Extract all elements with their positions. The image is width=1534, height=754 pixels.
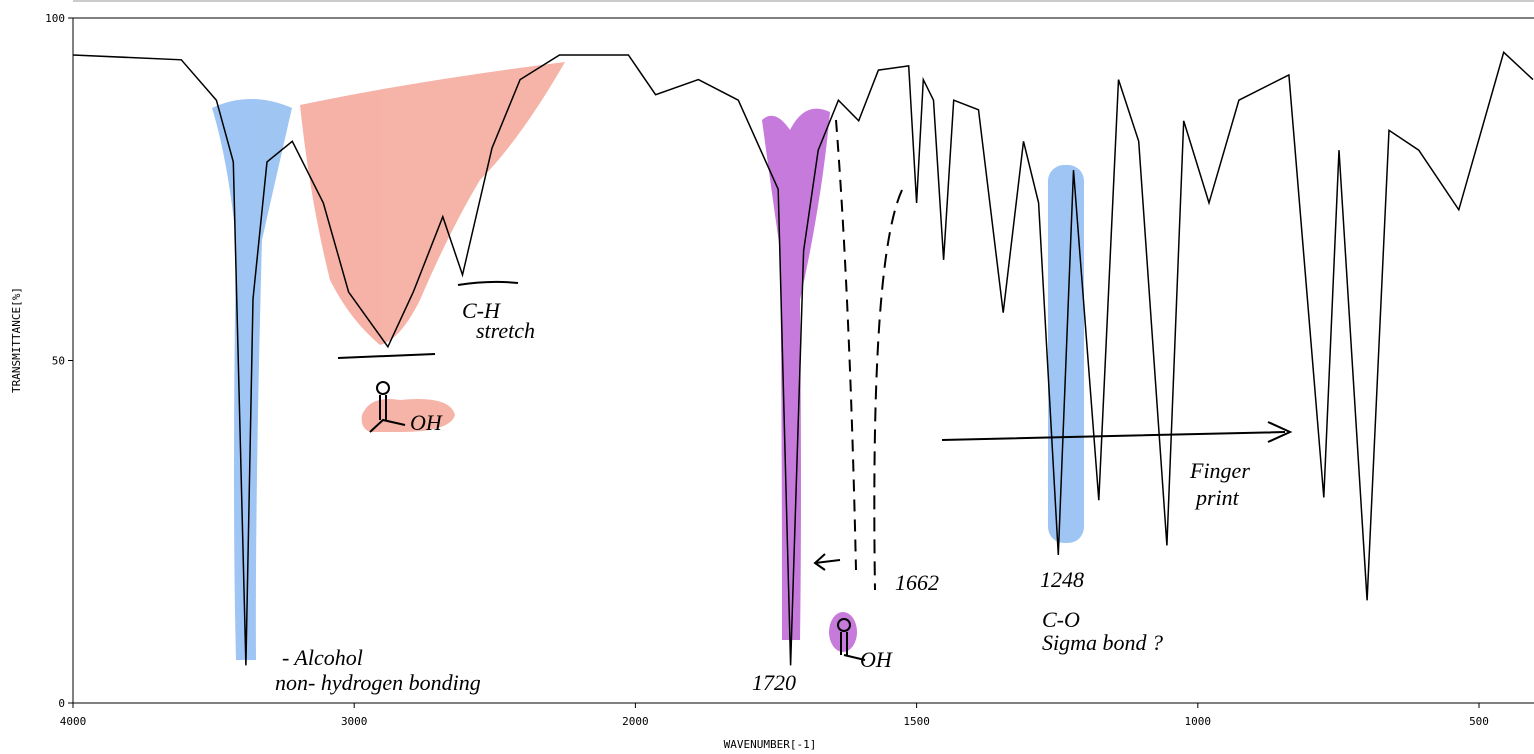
underline xyxy=(457,280,519,286)
annotation: stretch xyxy=(476,318,535,343)
annotation: 1248 xyxy=(1040,567,1084,592)
hand-drawings xyxy=(337,119,1293,661)
y-tick-label: 0 xyxy=(58,697,65,710)
carbonyl-o xyxy=(376,381,390,395)
fingerprint-arrow xyxy=(941,421,1293,443)
spectrum-line xyxy=(72,50,1534,666)
underline xyxy=(337,353,436,359)
y-tick-label: 50 xyxy=(52,355,65,368)
x-tick-label: 2000 xyxy=(622,715,649,728)
x-tick-label: 1000 xyxy=(1185,715,1212,728)
annotation: OH xyxy=(860,647,893,672)
carboxyl-drawing xyxy=(840,632,866,661)
y-axis-label: TRANSMITTANCE[%] xyxy=(10,287,23,393)
annotation: - Alcohol xyxy=(282,645,363,670)
x-axis-label: WAVENUMBER[-1] xyxy=(724,738,817,751)
carbonyl-o xyxy=(837,618,851,632)
dashed-line xyxy=(835,119,857,571)
purple-highlight-small xyxy=(829,612,857,652)
dashed-line xyxy=(873,189,903,591)
annotation: OH xyxy=(410,410,443,435)
annotation: print xyxy=(1194,485,1240,510)
annotation: C-H xyxy=(462,298,501,323)
annotation: 1662 xyxy=(895,570,939,595)
annotation: C-O xyxy=(1042,607,1080,632)
purple-highlight xyxy=(762,108,830,641)
salmon-highlight xyxy=(300,62,565,345)
y-tick-label: 100 xyxy=(45,12,65,25)
x-tick-label: 4000 xyxy=(60,715,87,728)
highlights xyxy=(212,62,1084,660)
carboxyl-drawing xyxy=(369,395,406,433)
annotation: 1720 xyxy=(752,670,796,695)
x-tick-label: 1500 xyxy=(903,715,930,728)
x-tick-label: 500 xyxy=(1469,715,1489,728)
x-tick-label: 3000 xyxy=(341,715,368,728)
annotation: Sigma bond ? xyxy=(1042,630,1163,655)
annotation: non- hydrogen bonding xyxy=(275,670,481,695)
arrow xyxy=(813,553,841,571)
annotation: Finger xyxy=(1189,458,1250,483)
